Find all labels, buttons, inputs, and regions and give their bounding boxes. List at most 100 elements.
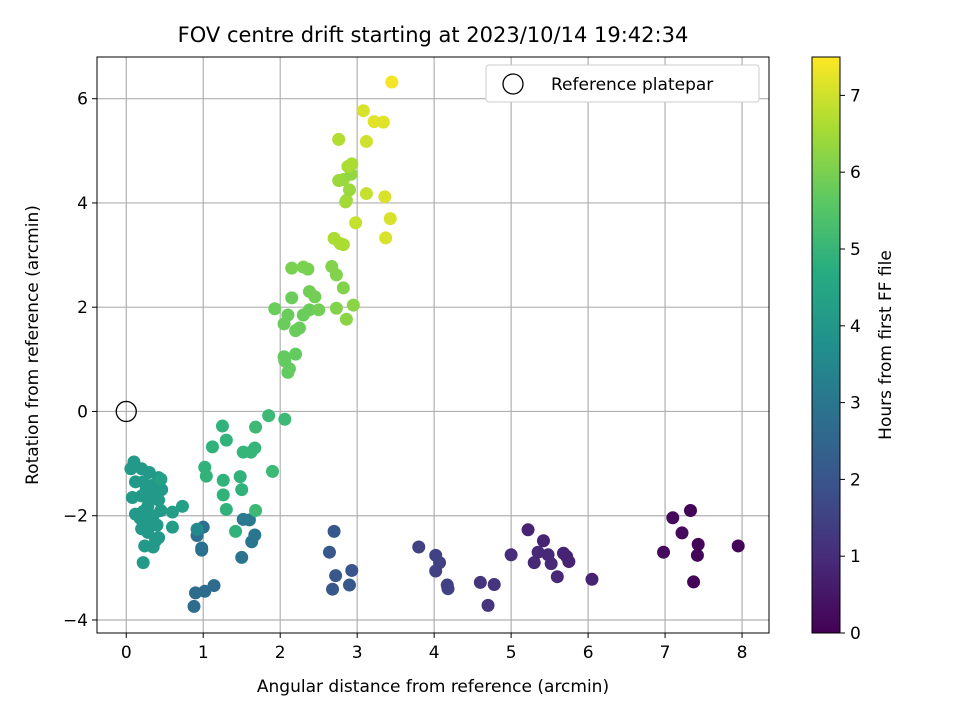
scatter-point: [336, 281, 350, 295]
scatter-point: [278, 412, 292, 426]
grid-lines: [97, 57, 769, 633]
colorbar-tick-label: 2: [850, 470, 861, 490]
scatter-point: [141, 525, 155, 539]
scatter-point: [282, 362, 296, 376]
y-axis-ticks: −4 −2 0 2 4 6: [63, 90, 97, 631]
scatter-point: [690, 548, 704, 562]
scatter-point: [379, 231, 393, 245]
scatter-point: [731, 539, 745, 553]
scatter-point: [136, 556, 150, 570]
scatter-point: [219, 502, 233, 516]
scatter-point: [154, 472, 168, 486]
scatter-point: [187, 599, 201, 613]
scatter-point: [233, 470, 247, 484]
scatter-point: [175, 499, 189, 513]
scatter-point: [281, 308, 295, 322]
y-tick-label: 0: [77, 402, 88, 422]
scatter-point: [346, 298, 360, 312]
scatter-point: [339, 193, 353, 207]
scatter-point: [235, 483, 249, 497]
colorbar-ticks: 0 1 2 3 4 5 6 7: [840, 86, 861, 644]
scatter-point: [376, 115, 390, 129]
scatter-point: [302, 303, 316, 317]
colorbar-tick-label: 1: [850, 547, 861, 567]
scatter-point: [329, 569, 343, 583]
scatter-point: [277, 350, 291, 364]
scatter-point: [235, 550, 249, 564]
scatter-point: [473, 575, 487, 589]
scatter-point: [266, 464, 280, 478]
legend: Reference platepar: [485, 64, 760, 103]
scatter-point: [359, 187, 373, 201]
x-axis-label: Angular distance from reference (arcmin): [257, 677, 609, 697]
scatter-point: [308, 290, 322, 304]
scatter-point: [195, 543, 209, 557]
scatter-point: [441, 582, 455, 596]
scatter-point: [229, 524, 243, 538]
scatter-point: [249, 504, 263, 518]
colorbar-tick-label: 4: [850, 317, 861, 337]
scatter-point: [412, 540, 426, 554]
plot-frame: [96, 56, 770, 634]
y-tick-label: 4: [77, 194, 88, 214]
scatter-point: [155, 483, 169, 497]
legend-reference-marker: [502, 73, 524, 95]
y-tick-label: 2: [77, 298, 88, 318]
scatter-point: [205, 440, 219, 454]
scatter-point: [536, 534, 550, 548]
scatter-point: [268, 302, 282, 316]
x-tick-label: 4: [429, 643, 440, 663]
scatter-point: [285, 261, 299, 275]
colorbar-tick-label: 6: [850, 163, 861, 183]
scatter-point: [165, 520, 179, 534]
scatter-point: [585, 572, 599, 586]
x-tick-label: 7: [660, 643, 671, 663]
scatter-point: [198, 584, 212, 598]
scatter-point: [342, 578, 356, 592]
plot-area: [97, 57, 769, 633]
scatter-point: [345, 563, 359, 577]
scatter-point: [527, 556, 541, 570]
scatter-point: [329, 268, 343, 282]
scatter-point: [562, 555, 576, 569]
x-tick-label: 5: [506, 643, 517, 663]
scatter-point: [292, 321, 306, 335]
scatter-point: [429, 564, 443, 578]
chart-title: FOV centre drift starting at 2023/10/14 …: [178, 23, 689, 47]
scatter-point: [285, 291, 299, 305]
scatter-point: [152, 493, 166, 507]
scatter-point: [327, 524, 341, 538]
scatter-point: [691, 537, 705, 551]
y-tick-label: −4: [63, 611, 88, 631]
colorbar-label: Hours from first FF file: [876, 250, 896, 440]
scatter-point: [216, 473, 230, 487]
reference-marker: [115, 400, 137, 423]
scatter-point: [262, 409, 276, 423]
scatter-points: [115, 75, 745, 613]
scatter-point: [124, 462, 138, 476]
scatter-point: [544, 557, 558, 571]
y-axis-label: Rotation from reference (arcmin): [23, 205, 43, 485]
scatter-point: [378, 190, 392, 204]
x-tick-label: 8: [737, 643, 748, 663]
colorbar: 0 1 2 3 4 5 6 7 Hours from first FF file: [811, 56, 896, 644]
scatter-point: [301, 262, 315, 276]
scatter-point: [531, 545, 545, 559]
scatter-point: [367, 115, 381, 129]
scatter-point: [521, 523, 535, 537]
scatter-point: [248, 441, 262, 455]
y-tick-label: 6: [77, 90, 88, 110]
scatter-point: [336, 238, 350, 252]
scatter-point: [289, 347, 303, 361]
scatter-point: [385, 75, 399, 89]
scatter-point: [675, 526, 689, 540]
scatter-point: [487, 578, 501, 592]
scatter-point: [332, 132, 346, 146]
colorbar-tick-label: 7: [850, 86, 861, 106]
x-axis-ticks: 0 1 2 3 4 5 6 7 8: [121, 633, 748, 663]
scatter-point: [322, 545, 336, 559]
scatter-point: [481, 598, 495, 612]
scatter-point: [683, 504, 697, 518]
scatter-point: [154, 504, 168, 518]
